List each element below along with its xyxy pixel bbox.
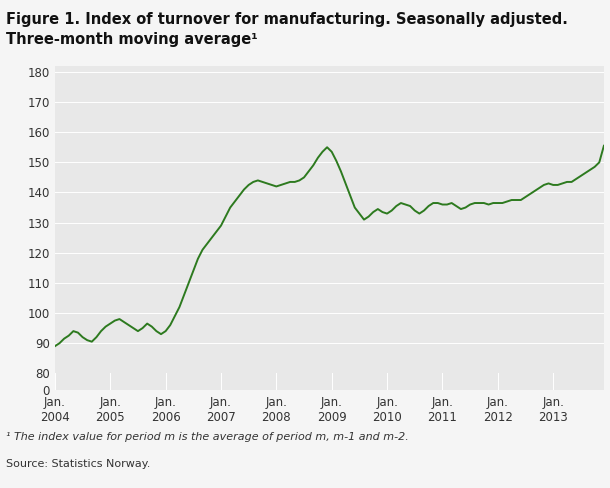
Text: ¹ The index value for period m is the average of period m, m-1 and m-2.: ¹ The index value for period m is the av… — [6, 432, 409, 442]
Text: Figure 1. Index of turnover for manufacturing. Seasonally adjusted.: Figure 1. Index of turnover for manufact… — [6, 12, 568, 27]
Text: Three-month moving average¹: Three-month moving average¹ — [6, 32, 258, 47]
Text: Source: Statistics Norway.: Source: Statistics Norway. — [6, 459, 151, 468]
